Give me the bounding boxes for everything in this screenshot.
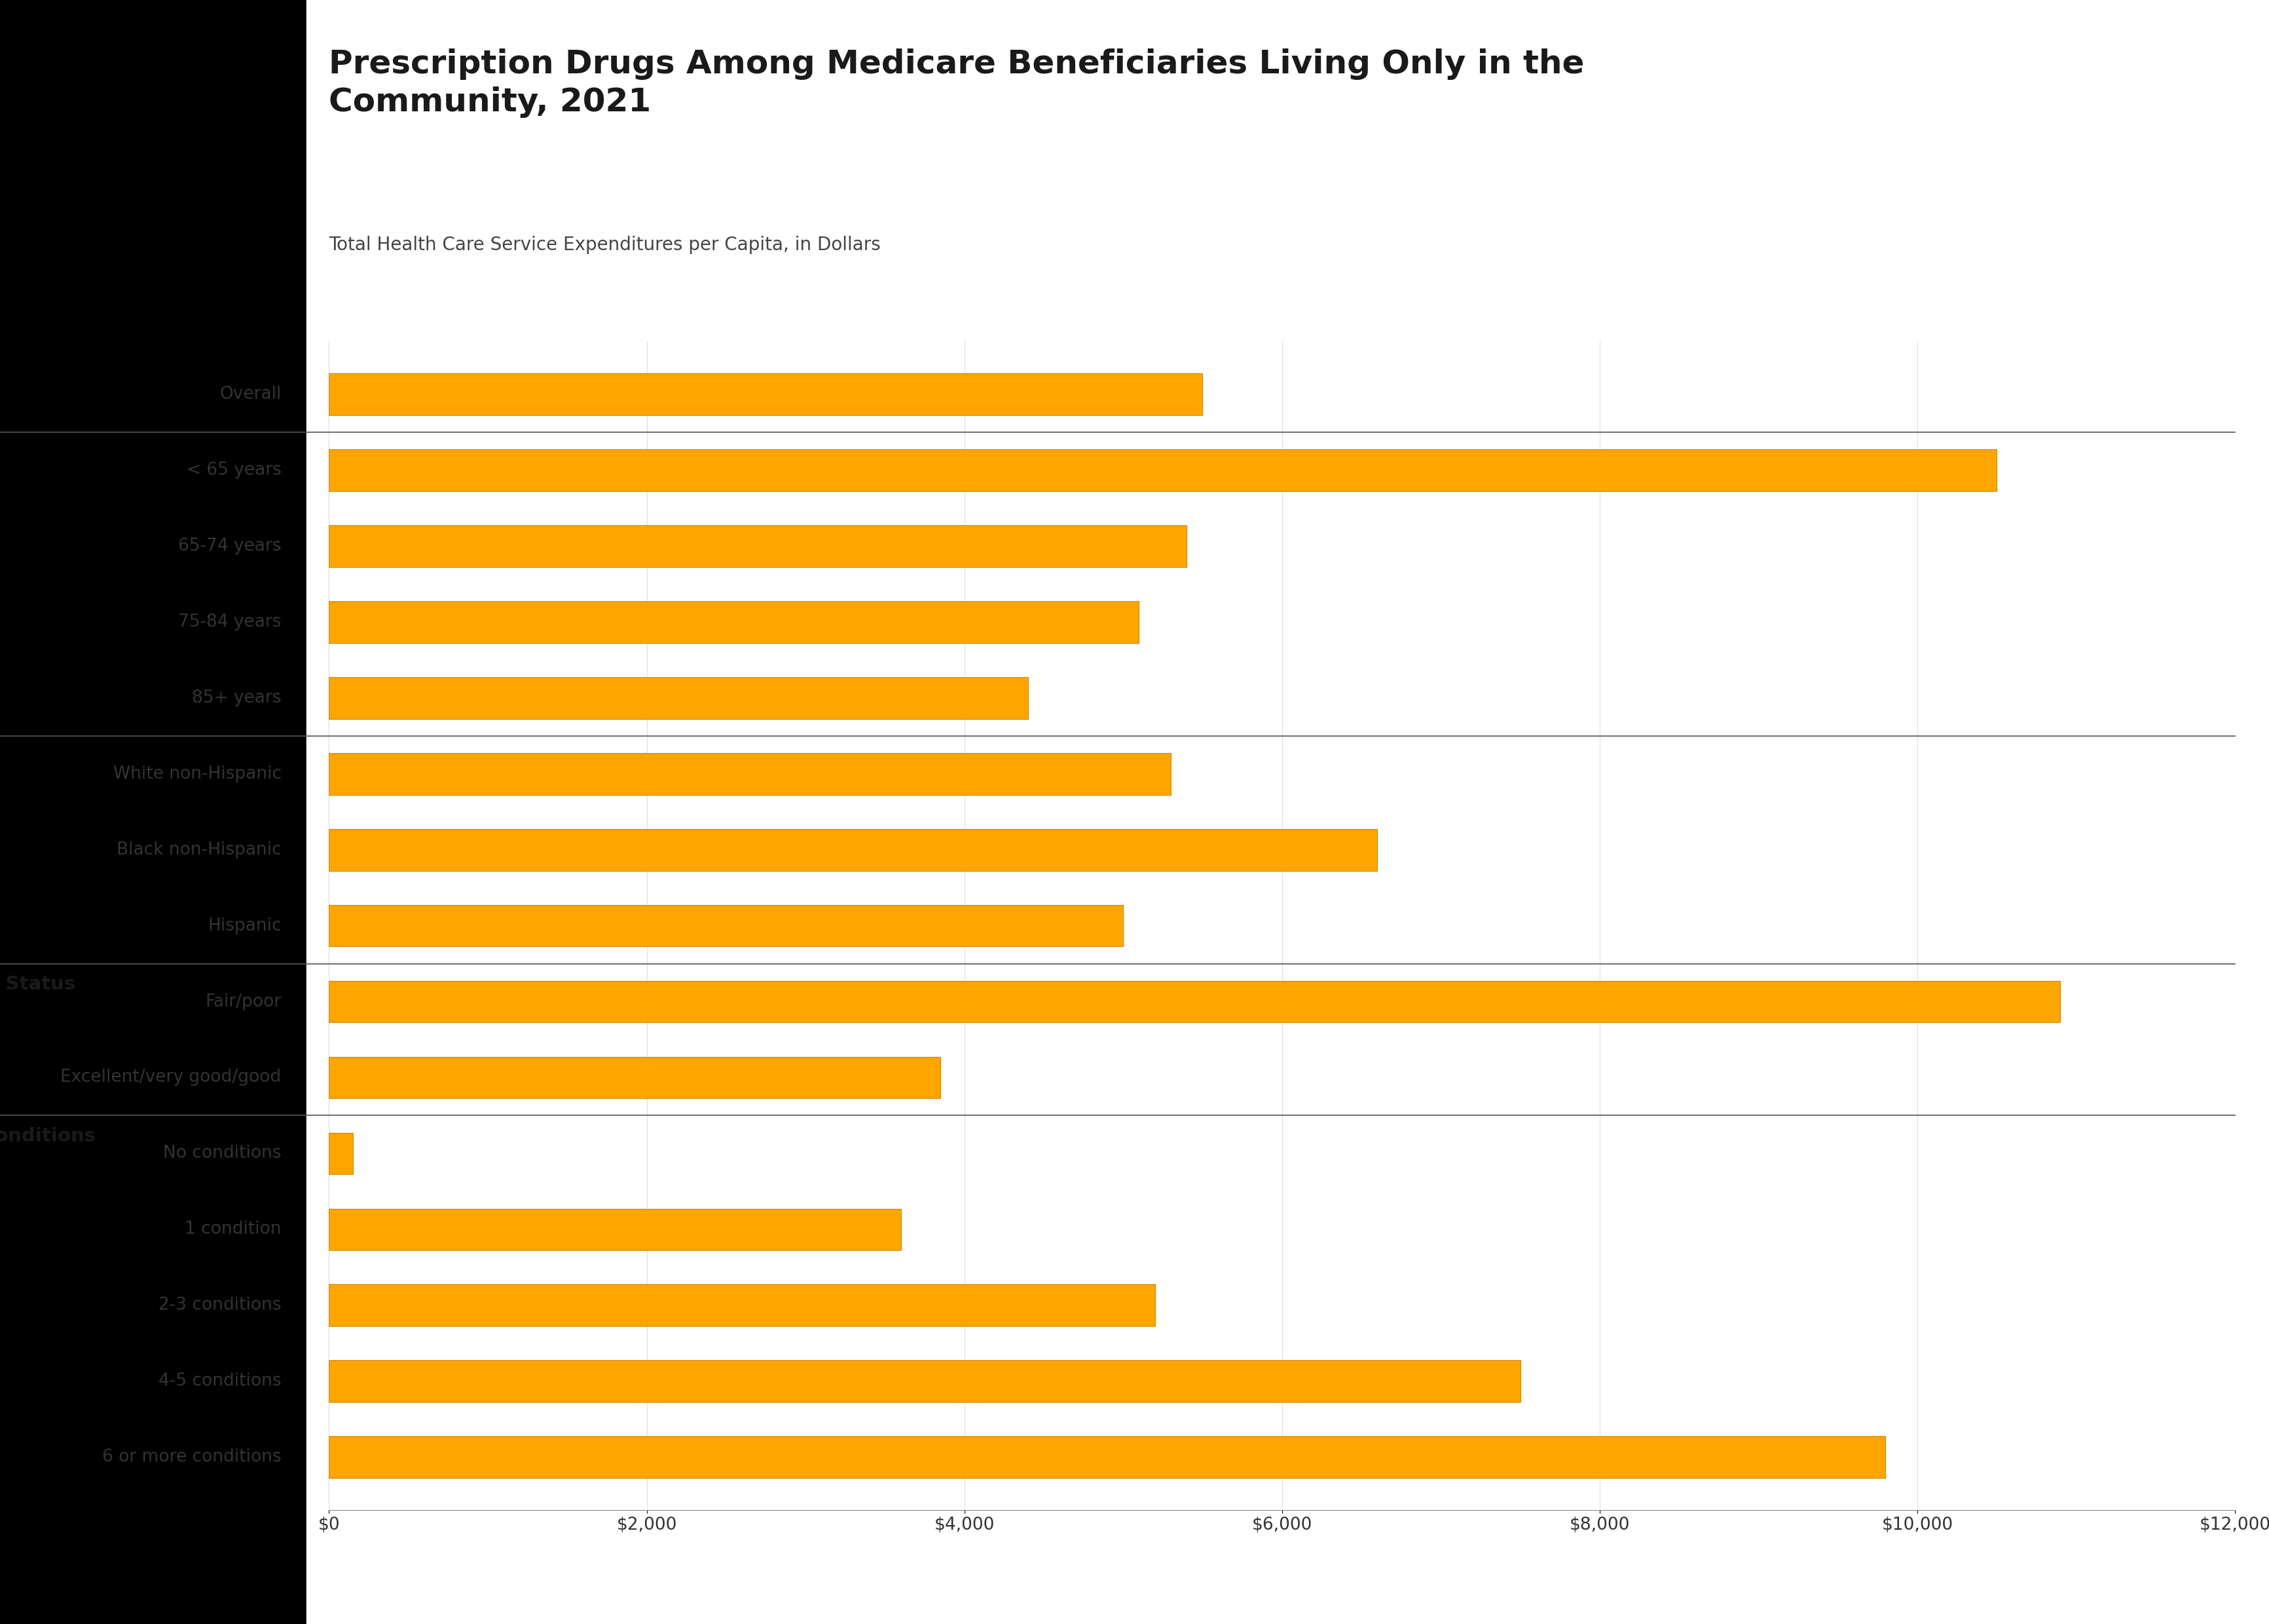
Bar [329, 1285, 1155, 1327]
Text: < 65 years: < 65 years [186, 461, 281, 479]
Bar [329, 1361, 1520, 1402]
Bar [329, 601, 1139, 643]
Text: 1 condition: 1 condition [184, 1221, 281, 1237]
Text: Self-Reported Health Status: Self-Reported Health Status [0, 974, 75, 994]
Text: Overall: Overall [220, 385, 281, 403]
Text: 75-84 years: 75-84 years [179, 614, 281, 630]
Bar [329, 1057, 942, 1098]
Text: No conditions: No conditions [163, 1145, 281, 1163]
Text: Black non-Hispanic: Black non-Hispanic [116, 841, 281, 857]
Text: Total Health Care Service Expenditures per Capita, in Dollars: Total Health Care Service Expenditures p… [329, 235, 880, 253]
Bar [329, 981, 2060, 1023]
Bar [329, 450, 1997, 490]
Text: Prescription Drugs Among Medicare Beneficiaries Living Only in the
Community, 20: Prescription Drugs Among Medicare Benefi… [329, 49, 1584, 119]
Bar [329, 677, 1028, 719]
Bar [329, 1208, 901, 1250]
Bar [329, 828, 1377, 870]
Text: 2-3 conditions: 2-3 conditions [159, 1298, 281, 1314]
Text: Hispanic: Hispanic [206, 918, 281, 934]
Bar [329, 1132, 354, 1174]
Text: Number of Chronic Conditions: Number of Chronic Conditions [0, 1127, 95, 1145]
Bar [329, 905, 1123, 947]
Text: Fair/poor: Fair/poor [204, 994, 281, 1010]
Bar [329, 525, 1187, 567]
Bar [329, 1436, 1886, 1478]
Bar [329, 754, 1171, 794]
Text: White non-Hispanic: White non-Hispanic [113, 765, 281, 783]
Text: Excellent/very good/good: Excellent/very good/good [61, 1069, 281, 1086]
Text: 4-5 conditions: 4-5 conditions [159, 1372, 281, 1390]
Text: 6 or more conditions: 6 or more conditions [102, 1449, 281, 1466]
Text: 85+ years: 85+ years [193, 689, 281, 706]
Text: 65-74 years: 65-74 years [179, 538, 281, 554]
Bar [329, 374, 1203, 416]
